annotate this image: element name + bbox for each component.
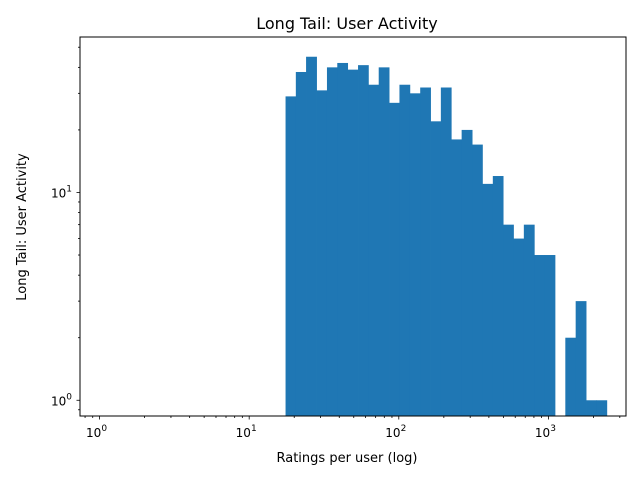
y-tick-label: 101 bbox=[51, 184, 72, 200]
x-tick-label: 100 bbox=[86, 424, 107, 440]
x-tick-label: 101 bbox=[236, 424, 257, 440]
chart-title: Long Tail: User Activity bbox=[256, 14, 438, 33]
y-axis-ticks: 100 101 bbox=[51, 46, 80, 411]
x-axis-ticks: 100 101 102 103 bbox=[84, 416, 621, 440]
y-tick-label: 100 bbox=[51, 392, 72, 408]
histogram-bar bbox=[565, 337, 577, 416]
histogram-bar bbox=[596, 400, 608, 416]
histogram-bar bbox=[295, 71, 307, 417]
histogram-bar bbox=[523, 224, 535, 416]
histogram-bar bbox=[368, 84, 380, 416]
histogram-bar bbox=[420, 87, 431, 416]
histogram-bar bbox=[306, 56, 317, 417]
plot-frame bbox=[79, 36, 627, 417]
histogram-bar bbox=[503, 224, 514, 416]
histogram-bar bbox=[482, 183, 494, 416]
histogram-bar bbox=[544, 255, 556, 416]
histogram-bar bbox=[472, 144, 483, 416]
histogram-bar bbox=[378, 67, 390, 417]
histogram-bar bbox=[347, 69, 359, 417]
histogram-bar bbox=[513, 238, 525, 416]
x-axis-label: Ratings per user (log) bbox=[277, 451, 418, 466]
histogram-bar bbox=[358, 65, 369, 416]
histogram-bar bbox=[409, 93, 421, 416]
histogram-bar bbox=[389, 102, 400, 416]
histogram-bar bbox=[285, 96, 297, 416]
histogram-bar bbox=[326, 67, 338, 417]
histogram-bar bbox=[586, 400, 597, 416]
histogram-bar bbox=[316, 90, 328, 417]
histogram-bar bbox=[461, 129, 473, 417]
histogram-bar bbox=[575, 301, 587, 416]
x-tick-label: 103 bbox=[535, 424, 556, 440]
y-axis-label: Long Tail: User Activity bbox=[15, 153, 30, 301]
x-tick-label: 102 bbox=[385, 424, 406, 440]
histogram-bar bbox=[430, 121, 442, 416]
histogram-bar bbox=[534, 255, 546, 416]
bars-group bbox=[285, 56, 608, 417]
histogram-bar bbox=[492, 176, 504, 416]
histogram-bar bbox=[440, 87, 452, 416]
histogram-bar bbox=[399, 84, 411, 416]
histogram-bar bbox=[337, 62, 349, 417]
histogram-bar bbox=[451, 139, 463, 416]
